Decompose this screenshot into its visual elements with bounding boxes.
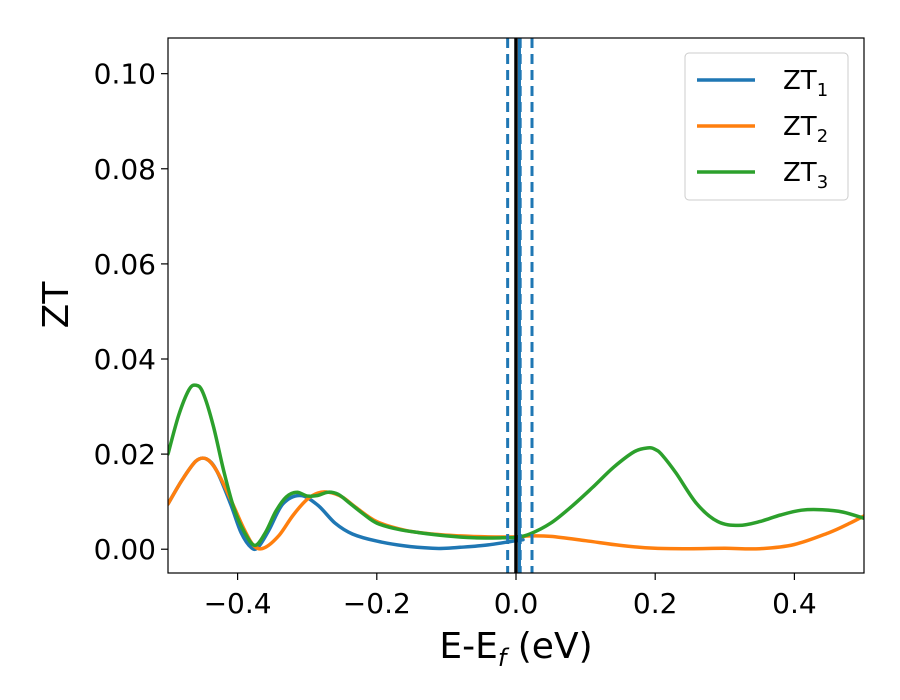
x-tick-label: −0.2 xyxy=(343,587,411,620)
legend: ZT1 ZT2 ZT3 xyxy=(684,52,849,201)
y-tick-label: 0.10 xyxy=(94,58,156,91)
x-tick-label: −0.4 xyxy=(204,587,272,620)
legend-label-zt1: ZT1 xyxy=(783,66,828,101)
series-line-zt3 xyxy=(168,383,864,548)
legend-label-zt2: ZT2 xyxy=(783,112,828,147)
y-tick-label: 0.00 xyxy=(94,533,156,566)
x-axis-title: E-Ef (eV) xyxy=(439,626,592,672)
x-axis-title-main: E-E xyxy=(439,626,497,667)
legend-box xyxy=(684,52,849,201)
x-axis-title-suffix: (eV) xyxy=(506,626,592,667)
y-axis-title: ZT xyxy=(36,281,77,329)
x-tick-label: 0.2 xyxy=(633,587,678,620)
x-axis-ticks: −0.4 −0.2 0.0 0.2 0.4 xyxy=(204,573,817,620)
series-layer xyxy=(168,383,864,552)
y-tick-label: 0.04 xyxy=(94,343,156,376)
y-axis-ticks: 0.00 0.02 0.04 0.06 0.08 0.10 xyxy=(94,58,168,566)
x-tick-label: 0.4 xyxy=(772,587,817,620)
x-tick-label: 0.0 xyxy=(494,587,539,620)
legend-label-zt3: ZT3 xyxy=(783,158,828,193)
y-tick-label: 0.08 xyxy=(94,153,156,186)
reference-lines xyxy=(506,38,534,573)
y-tick-label: 0.02 xyxy=(94,438,156,471)
y-tick-label: 0.06 xyxy=(94,248,156,281)
